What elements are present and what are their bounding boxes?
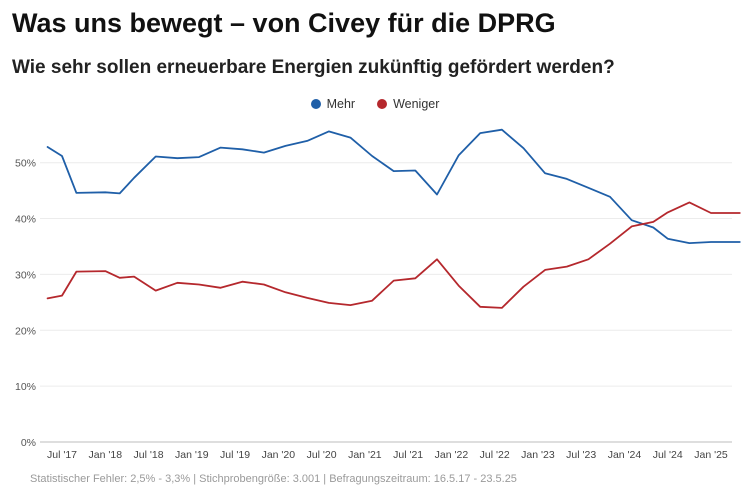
y-tick-label: 0% [21,437,36,449]
legend-dot-weniger [377,99,388,109]
x-tick-label: Jan '22 [435,449,469,461]
y-axis-ticks: 0% 10% 20% 30% 40% 50% [15,158,36,449]
x-tick-label: Jul '18 [134,449,164,461]
legend-label-mehr: Mehr [326,97,356,111]
y-tick-label: 10% [15,381,36,393]
y-tick-label: 50% [15,158,36,170]
grid-lines [40,162,732,443]
y-tick-label: 20% [15,325,36,337]
legend-label-weniger: Weniger [393,97,440,111]
x-tick-label: Jul '24 [653,449,683,461]
x-axis-ticks: Jul '17 Jan '18 Jul '18 Jan '19 Jul '19 Jan '… [47,449,728,461]
y-tick-label: 40% [15,214,36,226]
chart-subtitle: Wie sehr sollen erneuerbare Energien zuk… [12,57,615,78]
legend-item-weniger[interactable]: Weniger [377,97,439,111]
series-lines [46,128,741,309]
series-line-mehr [46,128,741,245]
chart-title: Was uns bewegt – von Civey für die DPRG [12,8,556,38]
y-tick-label: 30% [15,269,36,281]
x-tick-label: Jul '21 [393,449,423,461]
x-tick-label: Jan '18 [89,449,123,461]
x-tick-label: Jan '19 [175,449,209,461]
x-tick-label: Jul '17 [47,449,77,461]
x-tick-label: Jan '25 [694,449,728,461]
x-tick-label: Jan '23 [521,449,555,461]
x-tick-label: Jan '24 [608,449,642,461]
x-tick-label: Jan '21 [348,449,382,461]
x-tick-label: Jan '20 [262,449,296,461]
legend: Mehr Weniger [0,97,750,111]
x-tick-label: Jul '22 [480,449,510,461]
legend-item-mehr[interactable]: Mehr [310,97,356,111]
chart-footnote: Statistischer Fehler: 2,5% - 3,3% | Stic… [30,473,517,485]
x-tick-label: Jul '23 [566,449,596,461]
legend-dot-mehr [310,99,321,109]
x-tick-label: Jul '19 [220,449,250,461]
series-line-weniger [46,201,741,309]
x-tick-label: Jul '20 [307,449,337,461]
